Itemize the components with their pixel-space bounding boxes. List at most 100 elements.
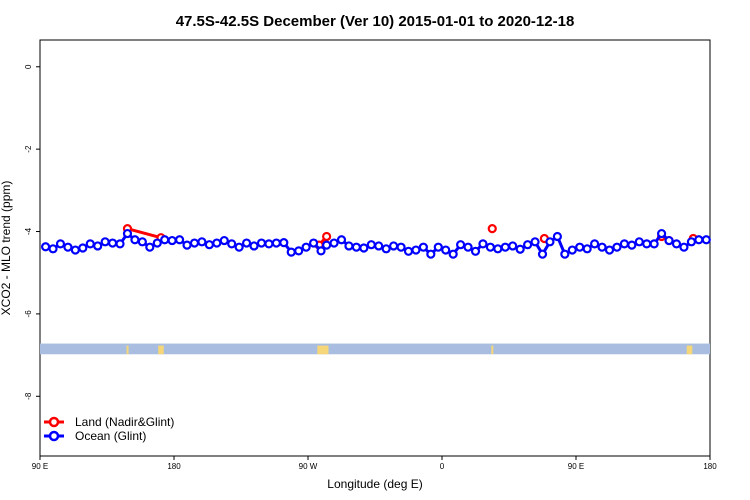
data-point: [301, 242, 311, 252]
legend-swatch-marker: [48, 416, 60, 428]
chart-title: 47.5S-42.5S December (Ver 10) 2015-01-01…: [176, 13, 575, 30]
data-point: [152, 238, 162, 248]
x-tick-label: 90 W: [299, 462, 318, 471]
data-point: [545, 237, 555, 247]
data-point: [642, 239, 652, 249]
x-axis: 90 E 180 90 W 0 90 E 180: [32, 456, 717, 471]
data-point: [530, 237, 540, 247]
data-point: [657, 228, 667, 239]
data-point: [612, 242, 622, 252]
data-point: [115, 239, 125, 249]
x-tick-label: 90 E: [568, 462, 584, 471]
data-point: [219, 235, 229, 246]
data-point: [40, 242, 51, 252]
data-point: [389, 241, 399, 251]
coverage-highlight-1: [158, 345, 164, 355]
data-point: [411, 245, 421, 255]
data-point: [55, 239, 66, 249]
data-point: [493, 244, 503, 254]
data-point: [322, 231, 332, 242]
data-point: [249, 241, 259, 251]
legend: Land (Nadir&Glint)Ocean (Glint): [44, 415, 174, 443]
data-point: [145, 242, 155, 252]
data-point: [537, 249, 548, 259]
data-point: [93, 241, 103, 251]
data-point: [182, 240, 192, 250]
data-point: [271, 238, 281, 248]
y-axis-label: XCO2 - MLO trend (ppm): [0, 181, 13, 316]
data-point: [329, 238, 339, 248]
data-point: [264, 239, 274, 249]
data-point: [500, 242, 510, 252]
legend-label: Land (Nadir&Glint): [75, 415, 174, 429]
x-axis-label: Longitude (deg E): [327, 477, 422, 491]
coverage-highlight-4: [686, 345, 693, 355]
data-point: [197, 237, 207, 247]
x-tick-label: 180: [703, 462, 717, 471]
coverage-band-bar: [40, 343, 710, 355]
data-point: [649, 239, 659, 249]
data-coverage-band: [40, 343, 710, 355]
data-point: [130, 235, 140, 245]
data-point: [227, 239, 237, 249]
data-point: [308, 238, 319, 248]
data-point: [686, 237, 696, 247]
data-point: [189, 238, 200, 248]
coverage-highlight-3: [491, 345, 494, 355]
data-point: [48, 244, 58, 254]
data-point: [515, 244, 525, 254]
data-point: [441, 245, 451, 255]
data-point: [336, 235, 347, 245]
data-point: [204, 240, 214, 250]
data-point: [567, 245, 577, 255]
data-point: [241, 238, 252, 248]
data-point: [366, 240, 376, 250]
data-point: [590, 239, 600, 249]
data-point: [122, 228, 133, 239]
data-point: [294, 246, 304, 256]
data-point: [634, 237, 644, 247]
data-point: [396, 242, 406, 252]
y-tick-label: -8: [24, 392, 33, 400]
data-point: [70, 245, 80, 255]
data-point: [679, 242, 689, 252]
data-point: [470, 246, 481, 256]
series-layer: [40, 224, 711, 259]
data-point: [560, 249, 570, 259]
data-point: [619, 239, 629, 249]
data-point: [78, 243, 88, 253]
series-line-segment: [127, 227, 162, 240]
series-1: [40, 228, 711, 259]
data-point: [575, 242, 585, 252]
coverage-highlight-0: [126, 345, 129, 355]
data-point: [627, 240, 637, 250]
data-point: [597, 242, 607, 252]
data-point: [485, 242, 495, 252]
x-tick-label: 90 E: [32, 462, 48, 471]
data-point: [403, 246, 414, 256]
y-axis: 0 -2 -4 -6 -8: [24, 64, 40, 400]
data-point: [456, 240, 466, 250]
legend-swatch-marker: [48, 430, 60, 442]
y-tick-label: -4: [24, 227, 33, 235]
data-point: [167, 235, 177, 246]
data-point: [256, 238, 267, 248]
data-point: [85, 239, 95, 249]
data-point: [418, 242, 428, 252]
data-point: [604, 245, 615, 255]
plot-area-frame: [39, 39, 711, 457]
data-point: [552, 231, 562, 242]
data-point: [463, 242, 473, 252]
data-point: [694, 235, 704, 245]
data-point: [286, 247, 296, 257]
data-point: [381, 244, 391, 254]
data-point: [322, 240, 332, 250]
legend-label: Ocean (Glint): [75, 429, 146, 443]
y-tick-label: 0: [24, 64, 33, 69]
data-point: [582, 244, 592, 254]
data-point: [374, 241, 384, 251]
y-tick-label: -6: [24, 310, 33, 318]
data-point: [344, 241, 354, 251]
data-point: [359, 243, 369, 253]
